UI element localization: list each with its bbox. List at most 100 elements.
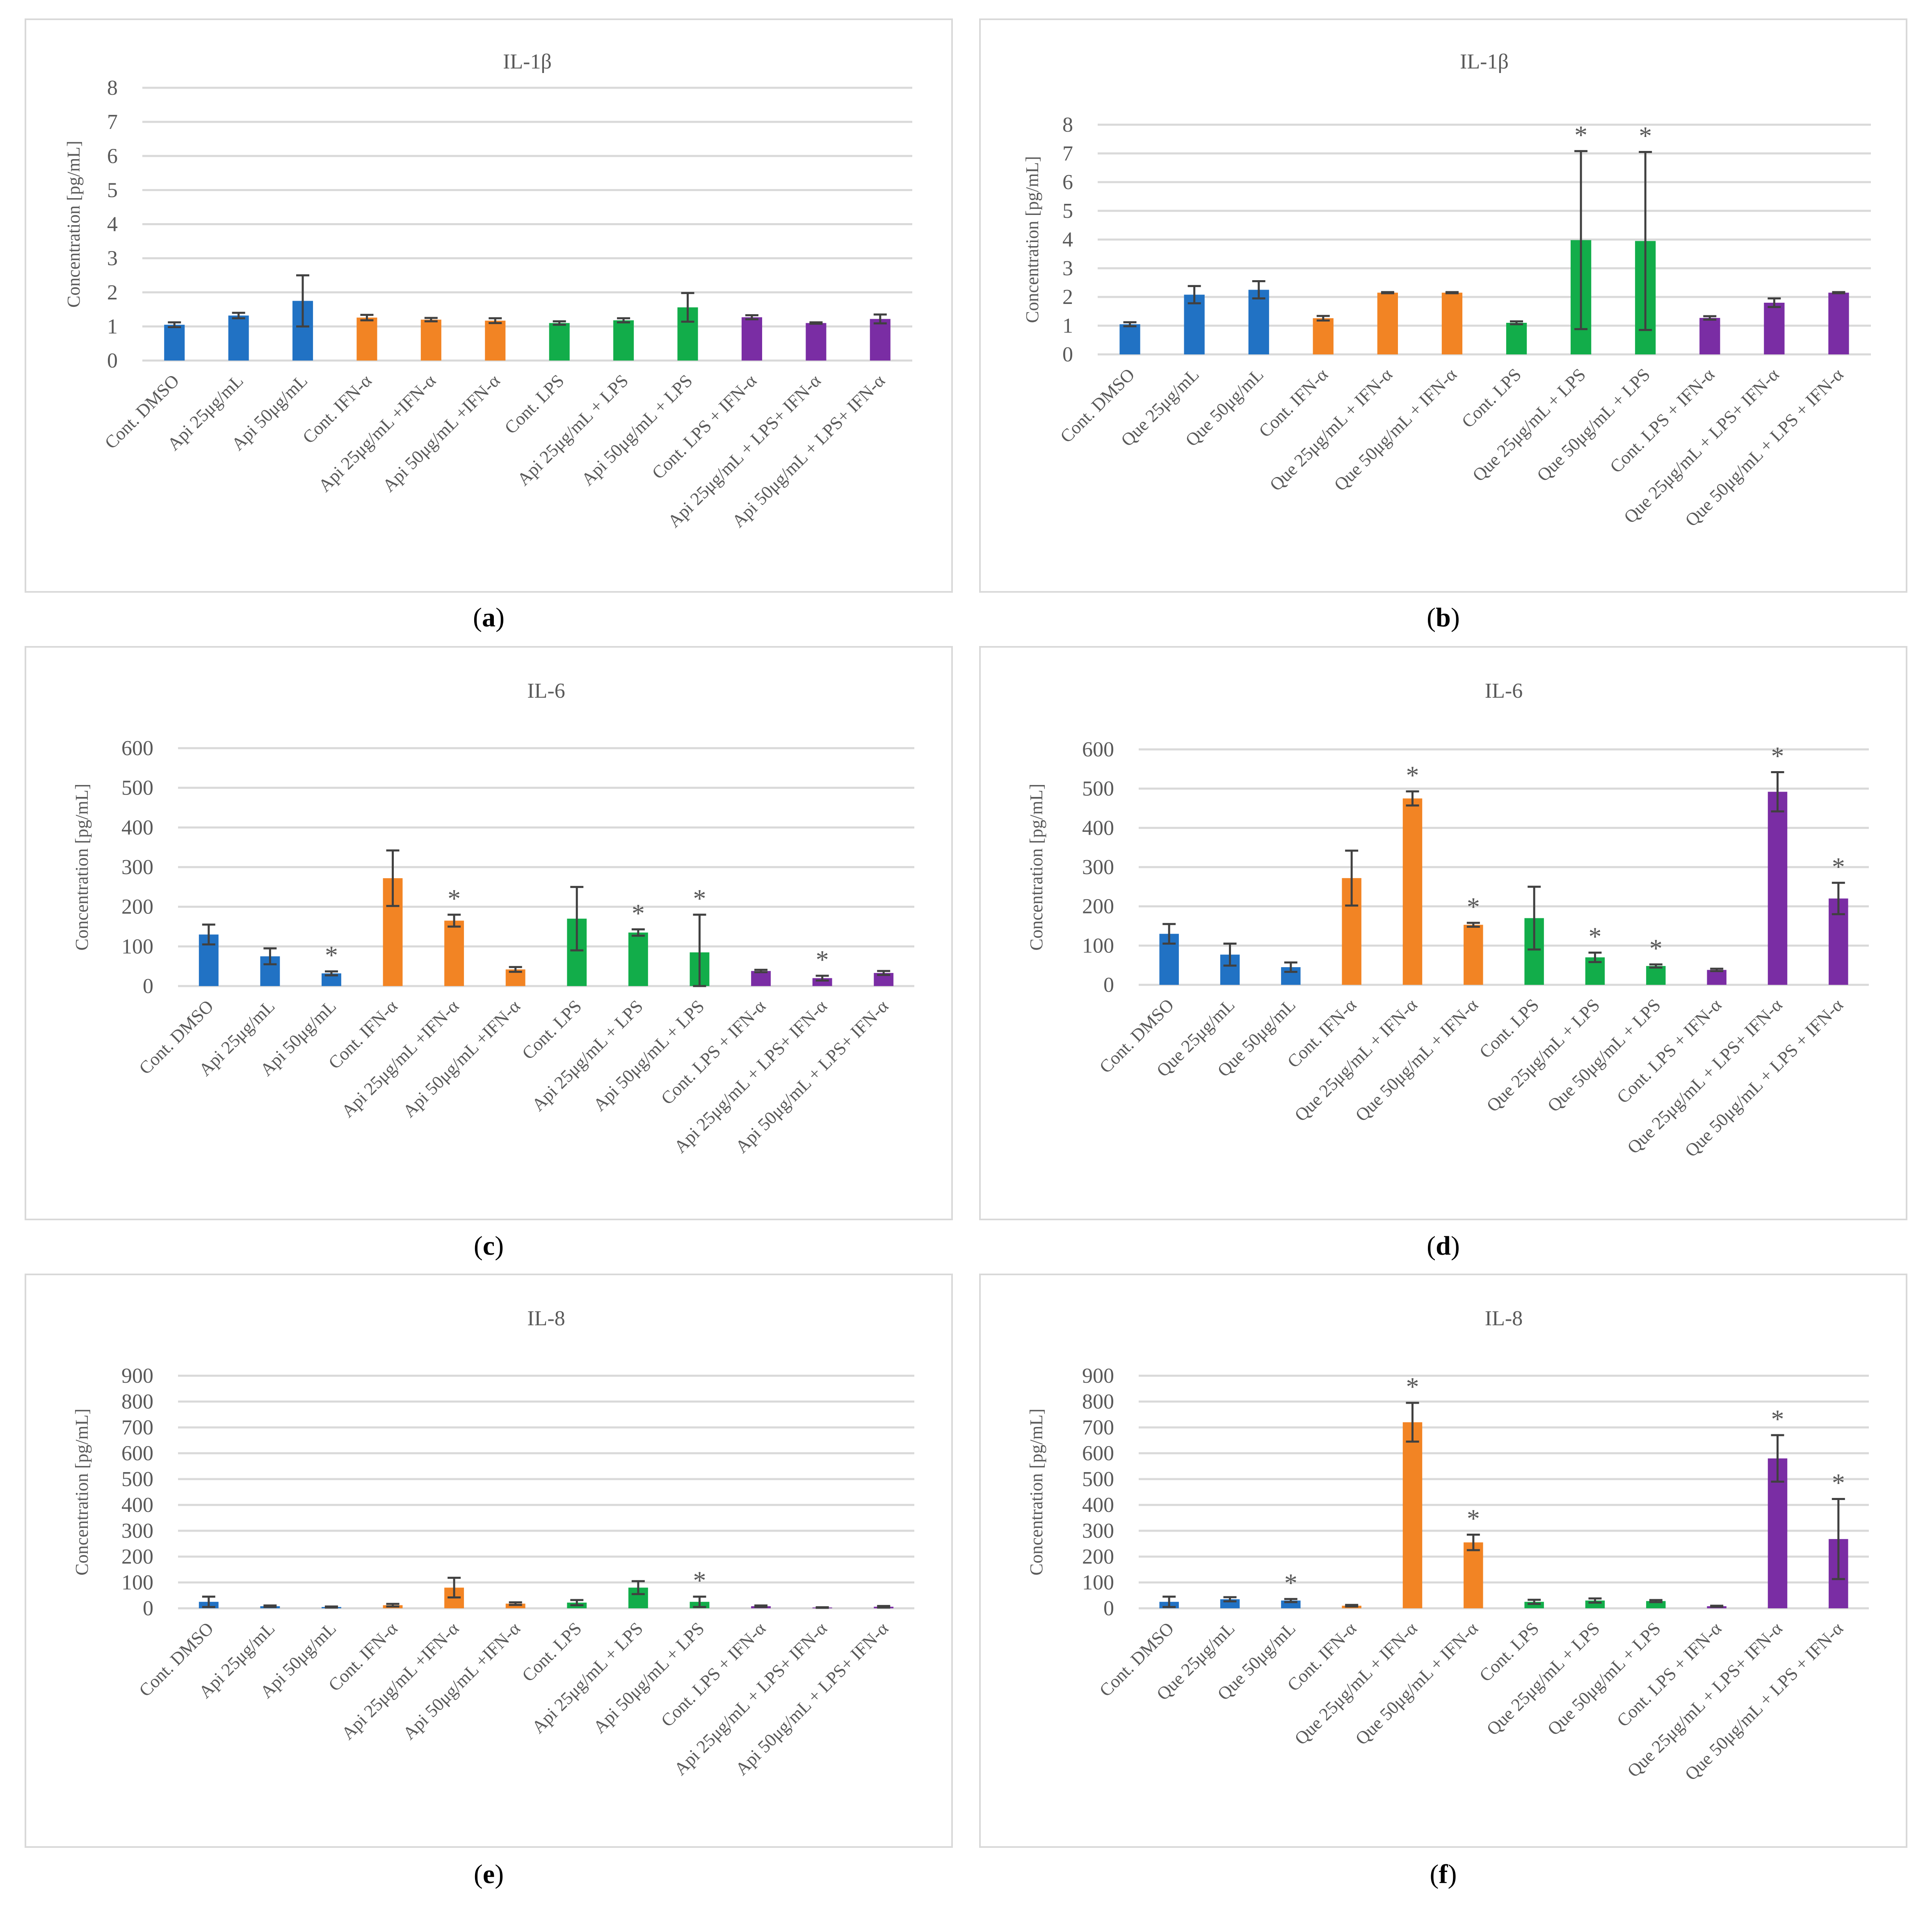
bar: [751, 971, 771, 986]
significance-marker: *: [1467, 892, 1480, 921]
y-tick-label: 100: [1082, 934, 1114, 957]
x-tick-label: Api 25μg/mL +IFN-α: [338, 996, 463, 1121]
chart-d: IL-6 Concentration [pg/mL] 0 100 200 300 400 50…: [1026, 679, 1869, 1161]
bar: [1646, 966, 1666, 985]
significance-marker: *: [816, 945, 829, 974]
chart-title: IL-1β: [1460, 50, 1509, 73]
significance-marker: *: [448, 884, 461, 913]
y-tick-label: 0: [143, 1597, 153, 1620]
x-tick-label: Api 25μg/mL +IFN-α: [315, 370, 440, 495]
chart-c: IL-6 Concentration [pg/mL] 0 100 200 300 400 50…: [72, 679, 914, 1157]
y-tick-label: 400: [1082, 816, 1114, 840]
chart-a: IL-1β Concentration [pg/mL] 0 1 2 3 4 5 6 7 8 Cont.…: [64, 50, 912, 531]
significance-marker: *: [1406, 1372, 1419, 1401]
x-tick-label: Cont. LPS + IFN-α: [1613, 1618, 1725, 1731]
y-tick-label: 800: [121, 1390, 153, 1413]
significance-marker: *: [693, 884, 706, 913]
y-tick-label: 200: [1082, 1545, 1114, 1569]
significance-marker: *: [1284, 1568, 1297, 1597]
bar: [628, 932, 648, 986]
y-tick-label: 600: [1082, 738, 1114, 761]
y-tick-label: 500: [121, 776, 153, 800]
x-tick-label: Api 50μg/mL +IFN-α: [379, 370, 504, 495]
bar: [1707, 970, 1726, 985]
y-tick-label: 6: [1062, 171, 1073, 194]
chart-panel-c: IL-6 Concentration [pg/mL] 0 100 200 300 400 50…: [25, 646, 953, 1220]
y-tick-label: 6: [107, 144, 118, 168]
panel-label-c: (c): [473, 1231, 504, 1261]
x-tick-label: Cont. LPS + IFN-α: [657, 1618, 770, 1731]
x-tick-label: Cont. LPS + IFN-α: [657, 996, 770, 1108]
y-tick-label: 0: [143, 975, 153, 998]
bar: [164, 324, 185, 361]
x-tick-label: Que 50μg/mL + LPS: [1533, 364, 1654, 485]
bar: [1768, 1458, 1788, 1608]
y-tick-label: 0: [1103, 1597, 1114, 1620]
y-tick-label: 100: [121, 935, 153, 958]
significance-marker: *: [1406, 760, 1419, 790]
x-tick-label: Que 50μg/mL + IFN-α: [1330, 364, 1461, 495]
y-tick-label: 4: [1062, 228, 1073, 251]
y-tick-label: 1: [1062, 314, 1073, 338]
y-tick-label: 8: [1062, 113, 1073, 137]
y-tick-label: 200: [1082, 895, 1114, 918]
y-tick-label: 300: [1082, 856, 1114, 879]
x-tick-label: Que 50μg/mL + LPS: [1544, 995, 1665, 1116]
bar: [485, 320, 506, 361]
chart-e: IL-8 Concentration [pg/mL] 0 10020030040050…: [72, 1307, 914, 1779]
y-tick-label: 300: [1082, 1519, 1114, 1543]
significance-marker: *: [1574, 120, 1587, 149]
y-tick-label: 800: [1082, 1390, 1114, 1413]
y-tick-label: 0: [1103, 973, 1114, 997]
y-tick-label: 3: [107, 247, 118, 270]
panel-label-b: (b): [1427, 603, 1460, 632]
bar: [613, 320, 634, 361]
y-tick-label: 4: [107, 213, 118, 236]
y-tick-label: 2: [1062, 285, 1073, 309]
y-tick-label: 2: [107, 281, 118, 304]
y-tick-label: 400: [121, 816, 153, 839]
x-tick-label: Que 50μg/mL + IFN-α: [1352, 995, 1482, 1125]
y-tick-label: 600: [121, 737, 153, 760]
significance-marker: *: [1467, 1504, 1480, 1533]
bar: [870, 319, 891, 361]
y-tick-label: 5: [1062, 199, 1073, 223]
y-tick-label: 600: [1082, 1442, 1114, 1465]
x-tick-label: Que 25μg/mL + IFN-α: [1290, 995, 1421, 1125]
bar: [1699, 318, 1720, 354]
y-tick-label: 100: [1082, 1571, 1114, 1594]
y-tick-label: 5: [107, 178, 118, 202]
x-tick-label: Api 50μg/mL + LPS: [578, 370, 697, 489]
y-tick-label: 200: [121, 895, 153, 919]
y-tick-label: 600: [121, 1442, 153, 1465]
significance-marker: *: [1589, 922, 1602, 951]
x-tick-label: Cont. LPS: [500, 370, 568, 438]
x-tick-label: Api 50μg/mL + LPS: [589, 1618, 708, 1737]
chart-title: IL-1β: [503, 50, 552, 73]
y-axis-label: Concentration [pg/mL]: [1026, 784, 1046, 951]
panel-label-f: (f): [1430, 1859, 1457, 1889]
bar: [741, 317, 762, 361]
bar: [1313, 318, 1334, 354]
chart-panel-e: IL-8 Concentration [pg/mL] 0 100 200 300 400 50…: [25, 1274, 953, 1848]
chart-panel-a: IL-1β Concentration [pg/mL] 0 1 2 3 4 5 6 7 8 Cont.…: [25, 18, 953, 593]
bar: [1402, 1422, 1423, 1608]
significance-marker: *: [1649, 934, 1663, 963]
significance-marker: *: [1832, 852, 1845, 881]
bar: [1464, 925, 1483, 985]
y-tick-label: 500: [1082, 777, 1114, 801]
bar: [1119, 324, 1140, 354]
bar: [806, 323, 827, 361]
x-tick-label: Que 25μg/mL + IFN-α: [1266, 364, 1396, 495]
y-axis-label: Concentration [pg/mL]: [1022, 156, 1042, 323]
significance-marker: *: [1639, 121, 1652, 151]
chart-title: IL-8: [527, 1307, 565, 1330]
y-tick-label: 3: [1062, 257, 1073, 280]
y-tick-label: 100: [121, 1571, 153, 1594]
x-tick-label: Que 50μg/mL + LPS: [1544, 1618, 1665, 1739]
y-tick-label: 7: [107, 110, 118, 134]
y-tick-label: 400: [1082, 1493, 1114, 1517]
y-axis-label: Concentration [pg/mL]: [1026, 1409, 1046, 1575]
y-tick-label: 7: [1062, 142, 1073, 165]
significance-marker: *: [1771, 1404, 1784, 1434]
